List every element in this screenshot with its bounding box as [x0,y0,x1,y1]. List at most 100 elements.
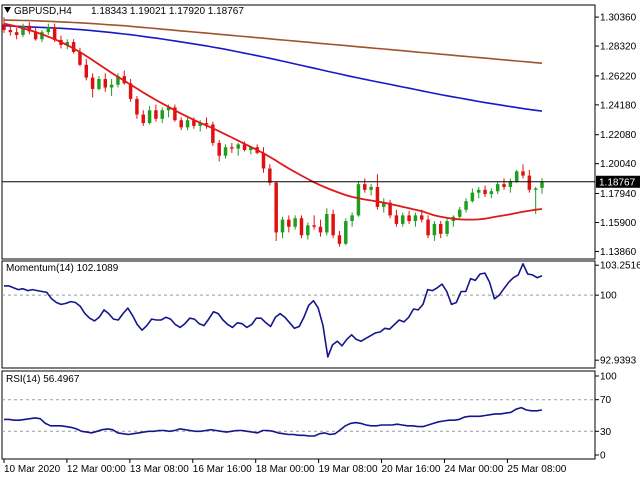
candle-bear-body [27,25,32,32]
rsi-label: RSI(14) 56.4967 [6,374,80,385]
candle-bear-body [230,147,234,149]
candle-bear-body [388,202,392,216]
candle-bull-body [21,25,25,35]
candle-bear-body [71,42,76,53]
candle-bear-body [179,120,183,128]
candle-bear-body [312,225,316,227]
candle-bull-body [306,225,310,236]
candle-bear-body [173,107,177,121]
price-panel-frame [1,4,596,260]
candle-bear-body [103,79,108,88]
candle-bear-body [331,213,335,236]
rsi-panel-frame [1,370,596,460]
collapse-triangle-icon[interactable] [4,7,11,13]
candle-bear-body [318,226,323,233]
candle-bull-body [166,107,171,111]
candle-bear-body [407,215,411,222]
candle-bull-body [476,189,481,193]
momentum-line-layer [4,262,543,358]
candle-bull-body [369,186,373,190]
rsi-tick-label: 70 [600,395,612,406]
momentum-tick-label: 100 [600,291,617,302]
time-tick-label: 19 Mar 08:00 [319,464,378,475]
price-tick-label: 1.20040 [600,159,637,170]
candle-bull-body [401,215,405,224]
candle-bull-body [514,171,519,182]
price-tick-label: 1.24180 [600,100,637,111]
ma-mid-line [3,24,543,112]
candle-bull-body [280,219,285,233]
momentum-line [4,262,543,358]
candle-bull-body [432,223,437,236]
candle-bear-body [2,24,6,31]
current-price-tag-text: 1.18767 [599,177,636,188]
candle-bull-body [464,201,468,210]
candle-bull-body [116,76,120,85]
price-tick-label: 1.15900 [600,218,637,229]
time-tick-label: 25 Mar 08:00 [507,464,566,475]
time-tick-label: 16 Mar 16:00 [193,464,252,475]
price-tick-label: 1.22080 [600,130,637,141]
candle-bull-body [344,221,348,244]
candle-bear-body [204,123,209,125]
candle-bear-body [299,218,304,236]
rsi-tick-label: 0 [600,451,606,462]
current-price-tag-bg [596,175,640,188]
time-tick-label: 13 Mar 08:00 [130,464,189,475]
candle-bull-body [445,221,449,234]
candle-bear-body [337,235,342,244]
candle-bull-body [198,123,202,126]
price-tick-label: 1.13860 [600,247,637,258]
candle-bull-body [160,110,164,119]
candle-bull-body [236,144,240,149]
candle-bull-body [350,215,354,222]
candle-bull-body [293,218,297,227]
candles-layer [2,17,544,247]
candle-bear-body [14,32,19,35]
momentum-tick-label: 92.9393 [600,356,637,367]
candle-bull-body [40,32,44,40]
candle-bear-body [135,98,139,115]
candle-bear-body [33,31,38,40]
price-tick-label: 1.26220 [600,71,637,82]
ma-mid-layer [3,24,543,112]
candle-bull-body [147,110,152,124]
price-axis: 1.30360 1.28320 1.26220 1.24180 1.22080 1.200… [595,13,637,258]
momentum-panel[interactable]: 103.2516 100 92.9393 Momentum(14) 102.1089 [1,260,640,369]
time-tick-label: 10 Mar 2020 [4,464,61,475]
rsi-panel[interactable]: 100 70 30 0 RSI(14) 56.4967 [1,370,617,462]
candle-bear-body [154,110,158,119]
candle-bear-body [483,189,487,195]
candle-bear-body [287,219,291,227]
candle-bull-body [457,209,462,217]
candle-bear-body [8,30,13,33]
price-tick-label: 1.30360 [600,13,637,24]
candle-bear-body [242,144,247,151]
candle-bear-body [420,215,424,220]
candle-bear-body [78,52,82,65]
candle-bull-body [65,42,70,45]
candle-bear-body [527,175,532,190]
momentum-panel-frame [1,260,596,369]
time-axis: 10 Mar 2020 12 Mar 00:00 13 Mar 08:00 16 Ma… [3,459,567,475]
candle-bear-body [426,219,430,236]
candle-bear-body [394,215,399,224]
candle-bull-body [97,79,101,89]
candle-bull-body [540,181,544,188]
candle-bull-body [325,213,329,233]
candle-bear-body [141,114,145,124]
candle-bull-body [413,215,418,222]
candle-bull-body [489,191,494,195]
price-panel[interactable]: 1.30360 1.28320 1.26220 1.24180 1.22080 1.200… [1,4,640,260]
candle-bull-body [46,27,51,33]
ma-fast-line [3,22,543,221]
rsi-tick-label: 100 [600,372,617,383]
time-tick-label: 24 Mar 00:00 [444,464,503,475]
price-tick-label: 1.28320 [600,42,637,53]
candle-bull-body [382,202,386,207]
candle-bear-body [375,186,380,207]
candle-bull-body [495,184,500,192]
ma-slow-line [3,19,543,64]
